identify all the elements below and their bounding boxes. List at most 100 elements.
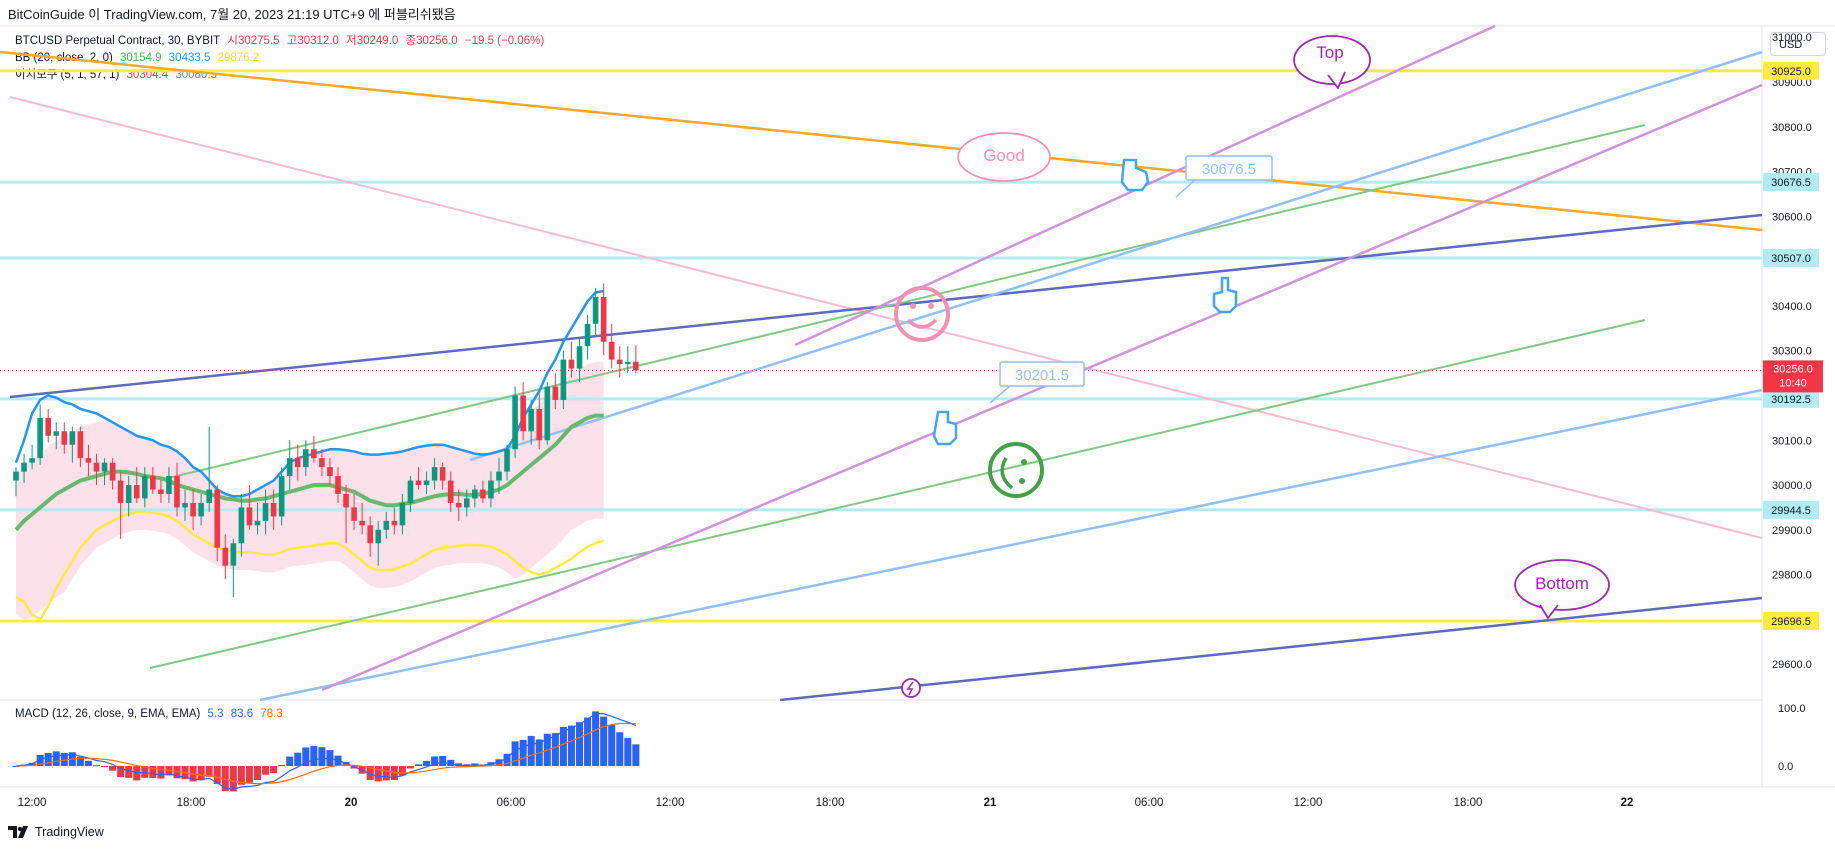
candle-body[interactable] — [45, 417, 51, 436]
candle-body[interactable] — [464, 498, 470, 508]
candle-body[interactable] — [351, 507, 357, 521]
candle-body[interactable] — [214, 489, 221, 548]
candle-body[interactable] — [359, 520, 365, 526]
candle-body[interactable] — [190, 502, 196, 517]
candle-body[interactable] — [125, 485, 132, 503]
candle-body[interactable] — [552, 386, 559, 400]
good-callout[interactable]: Good — [957, 132, 1051, 182]
candle-body[interactable] — [278, 476, 285, 517]
symbol-name[interactable]: BTCUSD Perpetual Contract, 30, BYBIT — [15, 35, 221, 47]
macd-line[interactable] — [15, 712, 637, 791]
candle-body[interactable] — [29, 458, 35, 463]
bottom-callout[interactable]: Bottom — [1514, 559, 1610, 620]
candle-body[interactable] — [254, 520, 261, 526]
candle-body[interactable] — [520, 395, 526, 432]
candle-body[interactable] — [423, 480, 430, 486]
candle-body[interactable] — [13, 471, 19, 481]
candle-body[interactable] — [447, 480, 454, 503]
green-channel-upper[interactable] — [159, 124, 1646, 481]
bb-name[interactable]: BB (20, close, 2, 0) — [15, 52, 113, 64]
candle-body[interactable] — [327, 467, 333, 477]
candle-body[interactable] — [53, 431, 60, 436]
candle-body[interactable] — [504, 449, 510, 472]
time-axis[interactable]: 12:00 18:00 20 06:00 12:00 18:00 21 06:00 12:00 1… — [18, 797, 1634, 809]
candle-body[interactable] — [319, 458, 325, 468]
sad-face-icon[interactable] — [988, 442, 1044, 498]
candle-body[interactable] — [37, 417, 43, 459]
candle-body[interactable] — [109, 462, 116, 481]
green-channel-lower[interactable] — [149, 319, 1646, 669]
candle-body[interactable] — [286, 458, 293, 477]
smiley-icon[interactable] — [894, 286, 950, 342]
candle-body[interactable] — [536, 408, 543, 441]
candle-body[interactable] — [544, 386, 551, 441]
candle-body[interactable] — [568, 359, 575, 369]
purple-channel-upper[interactable] — [794, 24, 1496, 347]
candle-body[interactable] — [133, 485, 140, 499]
ichimoku-name[interactable]: 이치모쿠 (5, 1, 57, 1) — [15, 69, 120, 81]
candle-body[interactable] — [472, 489, 478, 499]
candle-body[interactable] — [270, 502, 277, 517]
candle-body[interactable] — [198, 502, 204, 517]
currency-button[interactable]: USD — [1770, 32, 1826, 56]
candle-body[interactable] — [480, 489, 486, 499]
pink-downtrend-line[interactable] — [9, 96, 1763, 539]
candle-body[interactable] — [77, 431, 84, 459]
candle-body[interactable] — [528, 408, 534, 432]
candle-body[interactable] — [616, 359, 623, 365]
candle-body[interactable] — [158, 489, 164, 494]
candle-body[interactable] — [246, 507, 253, 526]
candle-body[interactable] — [303, 449, 309, 468]
candle-body[interactable] — [375, 529, 382, 544]
price-axis[interactable]: 29600.0 29700.0 29800.0 29900.0 30000.0 30100… — [1763, 32, 1819, 671]
pointing-hand-icon-top[interactable] — [1120, 158, 1150, 192]
candle-body[interactable] — [117, 480, 124, 503]
candle-body[interactable] — [455, 502, 462, 508]
candle-body[interactable] — [600, 296, 607, 342]
candle-body[interactable] — [512, 395, 518, 450]
pointing-hand-icon-low[interactable] — [932, 410, 958, 446]
blue-channel-upper[interactable] — [469, 50, 1763, 462]
top-callout[interactable]: Top — [1293, 35, 1371, 90]
candle-body[interactable] — [496, 471, 502, 481]
candle-body[interactable] — [21, 462, 27, 472]
candle-body[interactable] — [608, 341, 615, 360]
bb-upper-line[interactable] — [14, 289, 604, 498]
candle-body[interactable] — [488, 480, 494, 499]
candle-body[interactable] — [311, 449, 317, 459]
candle-body[interactable] — [343, 493, 349, 508]
candle-body[interactable] — [85, 458, 92, 463]
candle-body[interactable] — [166, 476, 172, 494]
blue-channel-lower[interactable] — [259, 388, 1763, 702]
candle-body[interactable] — [206, 489, 212, 503]
candle-body[interactable] — [560, 359, 567, 400]
lightning-event-icon[interactable] — [901, 678, 921, 698]
candle-body[interactable] — [230, 543, 237, 566]
candle-body[interactable] — [367, 525, 373, 544]
candle-body[interactable] — [415, 480, 422, 486]
candle-body[interactable] — [431, 467, 438, 481]
candle-body[interactable] — [262, 502, 269, 521]
price-callout-30201[interactable]: 30201.5 — [989, 361, 1085, 404]
macd-signal-line[interactable] — [15, 722, 636, 785]
price-callout-30676[interactable]: 30676.5 — [1175, 155, 1273, 198]
pointing-hand-icon-mid[interactable] — [1212, 276, 1238, 314]
tradingview-brand[interactable]: TradingView — [35, 825, 104, 839]
candle-body[interactable] — [238, 507, 245, 544]
bb-lower-line[interactable] — [15, 510, 605, 622]
candle-body[interactable] — [592, 296, 599, 324]
candle-body[interactable] — [391, 520, 398, 526]
candle-body[interactable] — [294, 458, 301, 468]
candle-body[interactable] — [335, 476, 341, 494]
candle-body[interactable] — [576, 346, 583, 369]
bb-basis-line[interactable] — [14, 413, 604, 532]
candle-body[interactable] — [439, 467, 446, 481]
candle-body[interactable] — [174, 476, 180, 508]
candle-body[interactable] — [182, 502, 188, 508]
navy-trendline-upper[interactable] — [9, 213, 1763, 399]
candle-body[interactable] — [584, 323, 591, 347]
candle-body[interactable] — [101, 462, 108, 472]
macd-name[interactable]: MACD (12, 26, close, 9, EMA, EMA) — [15, 708, 201, 720]
purple-channel-lower[interactable] — [321, 83, 1763, 692]
candle-body[interactable] — [633, 361, 639, 371]
